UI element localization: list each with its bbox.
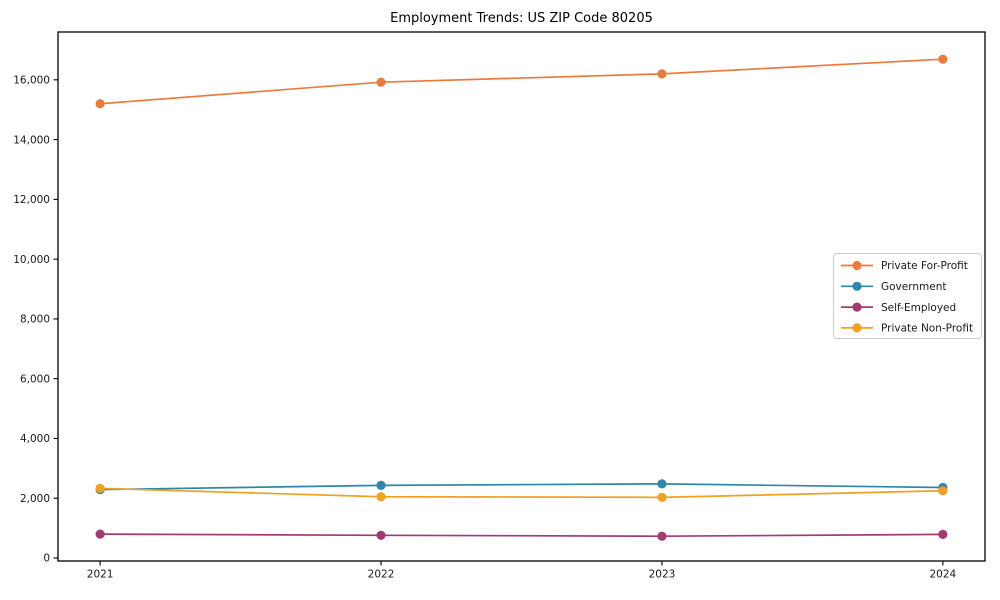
legend-marker-private-for-profit [852, 260, 862, 271]
y-axis-tick-label: 12,000 [13, 194, 50, 206]
legend-label-self-employed: Self-Employed [881, 302, 956, 314]
x-axis-tick-label: 2022 [368, 569, 395, 581]
legend-box [833, 253, 982, 339]
marker-self-employed-2022 [376, 530, 386, 540]
legend-label-private-non-profit: Private Non-Profit [881, 323, 973, 335]
y-axis-tick-label: 4,000 [20, 433, 50, 445]
chart-title: Employment Trends: US ZIP Code 80205 [390, 11, 653, 26]
marker-self-employed-2021 [95, 529, 105, 539]
marker-private-non-profit-2024 [938, 486, 948, 496]
marker-private-non-profit-2021 [95, 483, 105, 493]
plot-border [57, 31, 986, 562]
legend-marker-private-non-profit [852, 323, 862, 333]
y-axis-tick-label: 0 [43, 553, 50, 565]
marker-private-for-profit-2022 [376, 77, 386, 87]
marker-self-employed-2024 [938, 529, 948, 540]
marker-government-2023 [657, 479, 667, 489]
series-line-self-employed [99, 533, 944, 538]
y-axis-tick-label: 14,000 [13, 134, 50, 146]
x-axis-tick-label: 2024 [929, 569, 956, 581]
y-axis-tick-label: 10,000 [13, 254, 50, 266]
x-axis-tick-label: 2021 [87, 569, 114, 581]
legend-marker-self-employed [852, 302, 862, 312]
marker-self-employed-2023 [657, 531, 667, 541]
y-axis-tick-label: 8,000 [20, 314, 50, 326]
series-line-government [99, 483, 944, 491]
marker-private-for-profit-2024 [938, 54, 948, 64]
y-axis-tick-label: 16,000 [13, 75, 50, 87]
marker-private-non-profit-2022 [376, 492, 386, 502]
x-axis-tick-label: 2023 [649, 569, 676, 581]
marker-private-non-profit-2023 [657, 492, 667, 502]
y-axis-tick-label: 6,000 [20, 373, 50, 385]
legend: Private For-Profit Government Self-Employe… [833, 253, 982, 339]
y-axis-tick-label: 2,000 [20, 493, 50, 505]
series-line-private-non-profit [99, 487, 944, 499]
series-line-private-for-profit [99, 58, 944, 105]
marker-private-for-profit-2021 [95, 99, 105, 109]
legend-marker-government [852, 281, 862, 291]
marker-government-2022 [376, 480, 386, 490]
legend-label-government: Government [881, 281, 946, 293]
marker-private-for-profit-2023 [657, 69, 667, 79]
legend-label-private-for-profit: Private For-Profit [881, 260, 968, 272]
